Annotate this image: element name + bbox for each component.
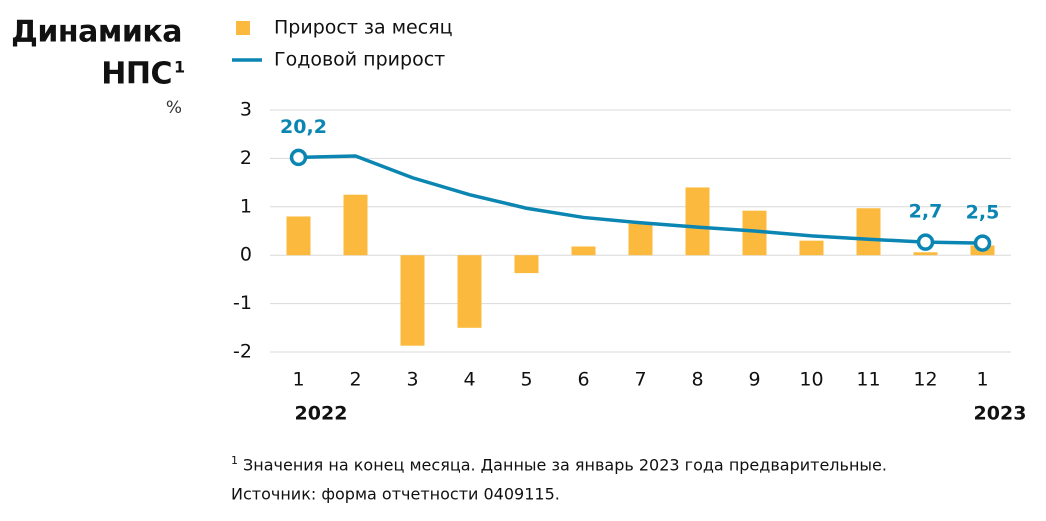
bar: [400, 255, 425, 346]
line-marker: [289, 148, 308, 167]
chart-title: НПС: [101, 57, 172, 92]
legend-label: Годовой прирост: [274, 49, 445, 71]
bar: [457, 255, 482, 328]
bar: [913, 252, 938, 256]
x-tick-label: 1: [292, 369, 304, 391]
chart-title: Динамика: [11, 15, 182, 50]
footnote-mark: 1: [231, 454, 238, 467]
line-marker: [973, 234, 992, 252]
bar: [286, 216, 311, 256]
x-tick-label: 5: [520, 369, 532, 391]
data-label: 2,7: [909, 201, 943, 223]
bar: [856, 208, 881, 256]
x-tick-label: 4: [463, 369, 475, 391]
x-tick-label: 10: [799, 369, 823, 391]
year-label: 2022: [295, 403, 348, 425]
title-footnote-mark: 1: [174, 58, 185, 77]
y-tick-label: 2: [240, 147, 252, 169]
y-tick-label: 1: [240, 195, 252, 217]
data-label: 20,2: [280, 116, 327, 138]
x-tick-label: 9: [748, 369, 760, 391]
footnote: Значения на конец месяца. Данные за янва…: [243, 456, 887, 475]
year-label: 2023: [974, 403, 1027, 425]
x-tick-label: 11: [856, 369, 880, 391]
y-tick-label: -1: [233, 292, 252, 314]
legend-label: Прирост за месяц: [274, 17, 453, 39]
x-tick-label: 6: [577, 369, 589, 391]
line: [298, 154, 983, 245]
y-tick-label: -2: [233, 341, 252, 363]
bar: [571, 246, 596, 256]
source: Источник: форма отчетности 0409115.: [231, 485, 560, 504]
x-tick-label: 12: [913, 369, 937, 391]
bar: [799, 240, 824, 256]
data-label: 2,5: [966, 202, 1000, 224]
x-tick-label: 7: [634, 369, 646, 391]
unit-label: %: [166, 98, 182, 118]
legend-swatch: [236, 21, 250, 35]
x-tick-label: 1: [976, 369, 988, 391]
bar: [343, 194, 368, 256]
bar: [628, 223, 653, 256]
x-tick-label: 8: [691, 369, 703, 391]
x-tick-label: 3: [406, 369, 418, 391]
y-tick-label: 0: [240, 244, 252, 266]
bar: [514, 255, 539, 274]
bar: [685, 187, 710, 256]
x-tick-label: 2: [349, 369, 361, 391]
line-marker: [916, 233, 935, 251]
y-tick-label: 3: [240, 99, 252, 121]
